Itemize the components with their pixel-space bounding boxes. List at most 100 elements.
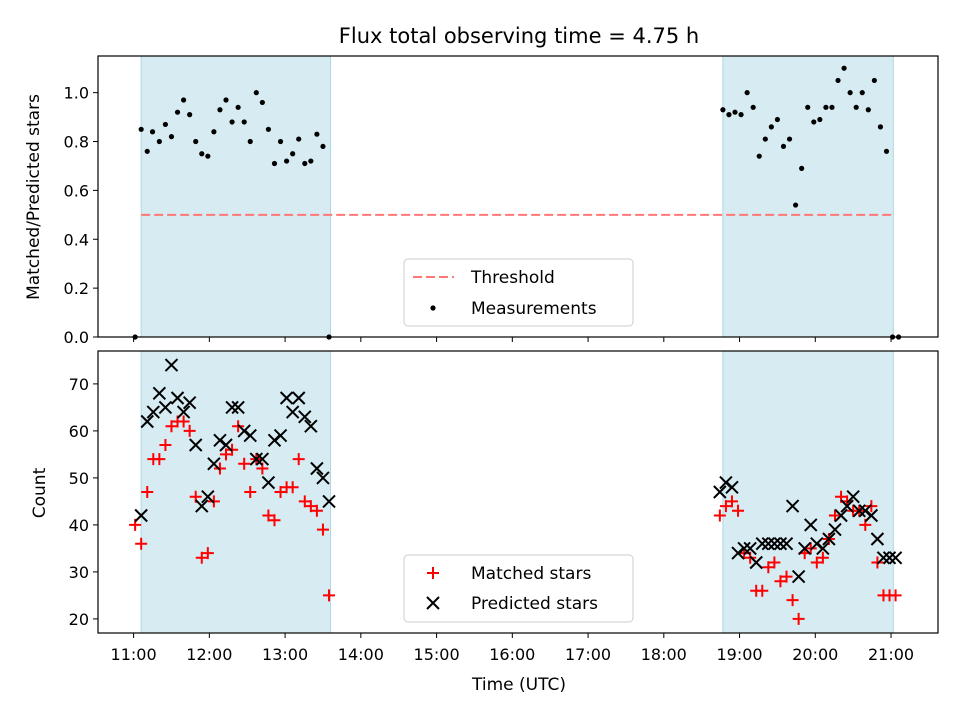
ratio-y-axis-label: Matched/Predicted stars xyxy=(24,94,44,300)
matched-star-marker xyxy=(816,551,829,564)
predicted-star-marker xyxy=(140,414,154,429)
measurement-point xyxy=(841,65,847,71)
measurement-point xyxy=(726,112,732,118)
matched-star-marker xyxy=(262,509,275,522)
measurement-point xyxy=(768,124,774,130)
matched-star-marker xyxy=(810,556,823,569)
count-y-axis-label: Count xyxy=(30,467,50,518)
predicted-star-marker xyxy=(304,419,318,433)
matched-star-marker xyxy=(292,453,305,466)
measurement-point xyxy=(865,107,871,113)
measurement-point xyxy=(290,151,296,157)
measurement-point xyxy=(762,136,768,142)
observing-window-1 xyxy=(722,55,894,338)
measurement-point xyxy=(162,121,169,128)
predicted-star-marker xyxy=(791,569,806,584)
y-tick-label: 60 xyxy=(69,422,89,441)
y-tick-label: 50 xyxy=(69,469,89,488)
predicted-star-marker xyxy=(285,405,300,419)
measurement-point xyxy=(774,116,781,123)
predicted-star-marker xyxy=(864,508,879,523)
measurement-point xyxy=(174,109,181,115)
measurement-point xyxy=(823,104,829,110)
measurement-point xyxy=(314,131,320,137)
legend-box xyxy=(403,554,634,623)
matched-star-marker xyxy=(828,509,841,522)
predicted-star-marker xyxy=(164,358,179,372)
measurement-point xyxy=(847,90,853,96)
matched-star-marker xyxy=(244,486,257,498)
matched-star-marker xyxy=(732,504,745,517)
predicted-star-marker xyxy=(797,541,812,556)
y-tick-label: 30 xyxy=(69,563,89,582)
matched-star-marker xyxy=(141,486,154,498)
legend-box xyxy=(403,258,634,327)
measurement-point xyxy=(149,129,156,135)
measurement-point xyxy=(799,165,805,171)
measurement-point xyxy=(786,136,793,142)
legend-measurement-label: Measurements xyxy=(471,299,597,319)
predicted-star-marker xyxy=(779,536,794,551)
measurement-point xyxy=(320,143,326,150)
y-tick-label: 20 xyxy=(69,610,89,629)
measurement-point xyxy=(877,124,884,130)
measurement-point xyxy=(271,160,278,167)
matched-star-marker xyxy=(286,481,299,494)
measurement-point xyxy=(253,90,259,96)
predicted-star-marker xyxy=(822,532,836,546)
measurement-point xyxy=(180,97,187,103)
measurement-point xyxy=(805,104,811,110)
measurement-point xyxy=(738,112,744,118)
measurement-point xyxy=(732,109,738,115)
figure-title: Flux total observing time = 4.75 h xyxy=(339,24,699,48)
predicted-star-marker xyxy=(773,536,788,551)
legend-predicted-swatch xyxy=(426,596,440,610)
predicted-star-marker xyxy=(713,485,727,499)
legend-threshold-label: Threshold xyxy=(470,268,555,288)
predicted-star-marker xyxy=(785,499,800,513)
measurement-point xyxy=(871,77,877,84)
measurement-point xyxy=(744,90,750,96)
y-tick-label: 40 xyxy=(69,516,89,535)
matched-star-marker xyxy=(768,556,781,569)
x-tick-label: 20:00 xyxy=(792,645,838,664)
matched-star-marker xyxy=(238,457,251,470)
matched-star-marker xyxy=(713,509,726,522)
y-tick-label: 0.2 xyxy=(64,279,89,298)
predicted-star-marker xyxy=(870,532,885,546)
x-tick-label: 13:00 xyxy=(262,645,308,664)
predicted-star-marker xyxy=(170,391,185,405)
predicted-star-marker xyxy=(840,499,854,513)
matched-star-marker xyxy=(780,570,793,583)
predicted-star-marker xyxy=(816,541,830,556)
y-tick-label: 70 xyxy=(69,375,89,394)
matched-star-marker xyxy=(298,495,311,508)
predicted-star-marker xyxy=(749,555,763,570)
predicted-star-marker xyxy=(255,452,270,466)
matched-star-marker xyxy=(274,486,287,498)
predicted-star-marker xyxy=(888,551,903,565)
measurement-point xyxy=(187,112,193,118)
predicted-star-marker xyxy=(189,438,203,452)
predicted-star-marker xyxy=(195,499,209,513)
observing-window-1 xyxy=(722,350,894,634)
predicted-star-marker xyxy=(310,461,324,476)
measurement-point xyxy=(883,148,890,154)
x-tick-label: 18:00 xyxy=(641,645,687,664)
measurement-point xyxy=(277,138,284,145)
measurement-point xyxy=(296,136,302,142)
y-tick-label: 0.0 xyxy=(64,328,89,347)
predicted-star-marker xyxy=(158,400,173,415)
predicted-star-marker xyxy=(201,489,215,504)
x-tick-label: 17:00 xyxy=(565,645,611,664)
predicted-star-marker xyxy=(231,400,245,415)
predicted-star-marker xyxy=(176,405,191,419)
measurement-point xyxy=(756,153,762,159)
measurement-point xyxy=(265,126,272,132)
predicted-star-marker xyxy=(761,536,776,551)
predicted-star-marker xyxy=(804,518,818,532)
predicted-star-marker xyxy=(876,551,891,565)
matched-star-marker xyxy=(165,420,178,433)
predicted-star-marker xyxy=(273,428,288,443)
